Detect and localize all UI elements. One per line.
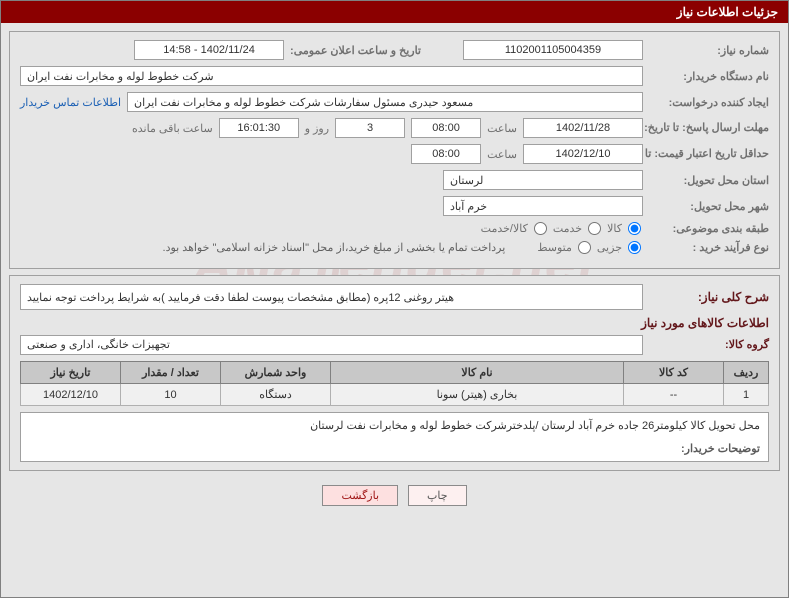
row-need-number: شماره نیاز: 1102001105004359 تاریخ و ساع…: [20, 40, 769, 60]
td-row: 1: [724, 384, 769, 406]
radio-service-label: خدمت: [553, 222, 582, 235]
radio-goods[interactable]: [628, 222, 641, 235]
td-qty: 10: [121, 384, 221, 406]
need-no-label: شماره نیاز:: [649, 44, 769, 57]
deadline-time: 08:00: [411, 118, 481, 138]
purchase-type-note: پرداخت تمام یا بخشی از مبلغ خرید،از محل …: [163, 241, 506, 254]
city-label: شهر محل تحویل:: [649, 200, 769, 213]
subject-class-radios: کالا خدمت کالا/خدمت: [481, 222, 643, 235]
min-valid-date: 1402/12/10: [523, 144, 643, 164]
radio-goods-label: کالا: [607, 222, 622, 235]
print-button[interactable]: چاپ: [408, 485, 467, 506]
deadline-time-label: ساعت: [487, 122, 517, 135]
back-button[interactable]: بازگشت: [322, 485, 398, 506]
radio-service[interactable]: [588, 222, 601, 235]
table-row: 1 -- بخاری (هیتر) سونا دستگاه 10 1402/12…: [21, 384, 769, 406]
radio-medium[interactable]: [578, 241, 591, 254]
need-no-value: 1102001105004359: [463, 40, 643, 60]
td-date: 1402/12/10: [21, 384, 121, 406]
deadline-days: 3: [335, 118, 405, 138]
requester-value: مسعود حیدری مسئول سفارشات شرکت خطوط لوله…: [127, 92, 643, 112]
radio-goods-service[interactable]: [534, 222, 547, 235]
th-unit: واحد شمارش: [221, 362, 331, 384]
td-code: --: [624, 384, 724, 406]
th-code: کد کالا: [624, 362, 724, 384]
buyer-name-value: شرکت خطوط لوله و مخابرات نفت ایران: [20, 66, 643, 86]
goods-group-label: گروه کالا:: [649, 338, 769, 351]
deadline-days-suffix: روز و: [305, 122, 329, 135]
td-name: بخاری (هیتر) سونا: [331, 384, 624, 406]
deadline-label: مهلت ارسال پاسخ: تا تاریخ:: [649, 121, 769, 135]
purchase-type-label: نوع فرآیند خرید :: [649, 241, 769, 254]
goods-info-title: اطلاعات کالاهای مورد نیاز: [20, 316, 769, 330]
row-subject-class: طبقه بندی موضوعی: کالا خدمت کالا/خدمت: [20, 222, 769, 235]
th-name: نام کالا: [331, 362, 624, 384]
min-valid-label: حداقل تاریخ اعتبار قیمت: تا تاریخ:: [649, 147, 769, 161]
announce-label: تاریخ و ساعت اعلان عمومی:: [290, 44, 421, 57]
panel-details: شرح کلی نیاز: هیتر روغنی 12پره (مطابق مش…: [9, 275, 780, 471]
radio-minor-label: جزیی: [597, 241, 622, 254]
row-goods-group: گروه کالا: تجهیزات خانگی، اداری و صنعتی: [20, 334, 769, 355]
deadline-date: 1402/11/28: [523, 118, 643, 138]
panel-header: شماره نیاز: 1102001105004359 تاریخ و ساع…: [9, 31, 780, 269]
row-min-valid: حداقل تاریخ اعتبار قیمت: تا تاریخ: 1402/…: [20, 144, 769, 164]
radio-medium-label: متوسط: [537, 241, 572, 254]
table-header-row: ردیف کد کالا نام کالا واحد شمارش تعداد /…: [21, 362, 769, 384]
goods-table: ردیف کد کالا نام کالا واحد شمارش تعداد /…: [20, 361, 769, 406]
footer-buttons: چاپ بازگشت: [9, 477, 780, 510]
general-desc-value: هیتر روغنی 12پره (مطابق مشخصات پیوست لطف…: [20, 284, 643, 310]
row-province: استان محل تحویل: لرستان: [20, 170, 769, 190]
city-value: خرم آباد: [443, 196, 643, 216]
row-buyer-name: نام دستگاه خریدار: شرکت خطوط لوله و مخاب…: [20, 66, 769, 86]
min-valid-time-label: ساعت: [487, 148, 517, 161]
th-qty: تعداد / مقدار: [121, 362, 221, 384]
window: جزئیات اطلاعات نیاز AriaTender.net شماره…: [0, 0, 789, 598]
row-deadline: مهلت ارسال پاسخ: تا تاریخ: 1402/11/28 سا…: [20, 118, 769, 138]
goods-group-value: تجهیزات خانگی، اداری و صنعتی: [20, 335, 643, 355]
buyer-notes-label: توضیحات خریدار:: [29, 442, 760, 455]
purchase-type-radios: جزیی متوسط: [537, 241, 643, 254]
title-bar: جزئیات اطلاعات نیاز: [1, 1, 788, 23]
deadline-remaining-suffix: ساعت باقی مانده: [132, 122, 213, 135]
province-value: لرستان: [443, 170, 643, 190]
min-valid-time: 08:00: [411, 144, 481, 164]
buyer-contact-link[interactable]: اطلاعات تماس خریدار: [20, 96, 121, 109]
subject-class-label: طبقه بندی موضوعی:: [649, 222, 769, 235]
deadline-remaining: 16:01:30: [219, 118, 299, 138]
buyer-notes-box: محل تحویل کالا کیلومتر26 جاده خرم آباد ل…: [20, 412, 769, 462]
window-title: جزئیات اطلاعات نیاز: [677, 5, 778, 19]
row-requester: ایجاد کننده درخواست: مسعود حیدری مسئول س…: [20, 92, 769, 112]
radio-goods-service-label: کالا/خدمت: [481, 222, 528, 235]
row-city: شهر محل تحویل: خرم آباد: [20, 196, 769, 216]
province-label: استان محل تحویل:: [649, 174, 769, 187]
buyer-notes-text: محل تحویل کالا کیلومتر26 جاده خرم آباد ل…: [29, 419, 760, 432]
general-desc-label: شرح کلی نیاز:: [649, 290, 769, 304]
announce-value: 1402/11/24 - 14:58: [134, 40, 284, 60]
th-row: ردیف: [724, 362, 769, 384]
th-date: تاریخ نیاز: [21, 362, 121, 384]
radio-minor[interactable]: [628, 241, 641, 254]
requester-label: ایجاد کننده درخواست:: [649, 96, 769, 109]
buyer-name-label: نام دستگاه خریدار:: [649, 70, 769, 83]
td-unit: دستگاه: [221, 384, 331, 406]
row-purchase-type: نوع فرآیند خرید : جزیی متوسط پرداخت تمام…: [20, 241, 769, 254]
row-general-desc: شرح کلی نیاز: هیتر روغنی 12پره (مطابق مش…: [20, 284, 769, 310]
